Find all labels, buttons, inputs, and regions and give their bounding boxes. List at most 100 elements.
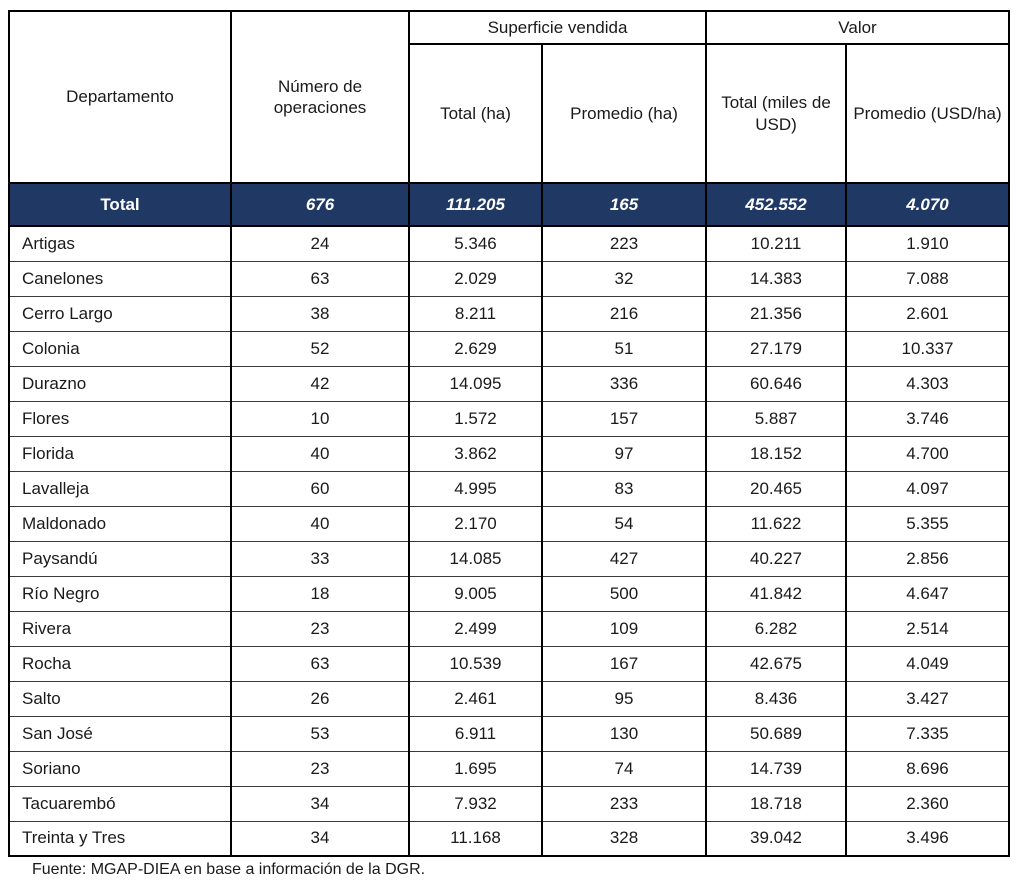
value-cell: 7.088	[845, 260, 1010, 297]
total-valor-promedio: 4.070	[845, 182, 1010, 227]
value-cell: 38	[230, 295, 410, 332]
value-cell: 10.211	[705, 225, 847, 262]
value-cell: 8.436	[705, 680, 847, 717]
value-cell: 10	[230, 400, 410, 437]
group-header-superficie-vendida: Superficie vendida	[408, 10, 707, 45]
value-cell: 39.042	[705, 820, 847, 857]
value-cell: 53	[230, 715, 410, 752]
table-row: San José 53 6.911 130 50.689 7.335	[8, 715, 1010, 752]
col-header-departamento: Departamento	[8, 10, 232, 184]
department-cell: San José	[8, 715, 232, 752]
value-cell: 1.695	[408, 750, 543, 787]
col-header-superficie-total: Total (ha)	[408, 43, 543, 184]
department-cell: Río Negro	[8, 575, 232, 612]
value-cell: 216	[541, 295, 707, 332]
value-cell: 10.337	[845, 330, 1010, 367]
value-cell: 18.152	[705, 435, 847, 472]
department-cell: Salto	[8, 680, 232, 717]
value-cell: 2.029	[408, 260, 543, 297]
table-body: Artigas 24 5.346 223 10.211 1.910 Canelones 63 2…	[8, 225, 1010, 857]
department-cell: Colonia	[8, 330, 232, 367]
value-cell: 41.842	[705, 575, 847, 612]
value-cell: 7.932	[408, 785, 543, 822]
value-cell: 130	[541, 715, 707, 752]
value-cell: 4.049	[845, 645, 1010, 682]
value-cell: 4.303	[845, 365, 1010, 402]
value-cell: 97	[541, 435, 707, 472]
value-cell: 95	[541, 680, 707, 717]
table-row: Colonia 52 2.629 51 27.179 10.337	[8, 330, 1010, 367]
department-cell: Lavalleja	[8, 470, 232, 507]
total-valor-total: 452.552	[705, 182, 847, 227]
col-header-valor-promedio: Promedio (USD/ha)	[845, 43, 1010, 184]
value-cell: 40.227	[705, 540, 847, 577]
department-cell: Maldonado	[8, 505, 232, 542]
value-cell: 4.097	[845, 470, 1010, 507]
total-section: Total 676 111.205 165 452.552 4.070	[8, 182, 1010, 227]
total-superficie-promedio: 165	[541, 182, 707, 227]
value-cell: 336	[541, 365, 707, 402]
table-row: Florida 40 3.862 97 18.152 4.700	[8, 435, 1010, 472]
value-cell: 42.675	[705, 645, 847, 682]
total-superficie-total: 111.205	[408, 182, 543, 227]
value-cell: 2.499	[408, 610, 543, 647]
table-row: Maldonado 40 2.170 54 11.622 5.355	[8, 505, 1010, 542]
value-cell: 4.700	[845, 435, 1010, 472]
value-cell: 7.335	[845, 715, 1010, 752]
value-cell: 63	[230, 645, 410, 682]
value-cell: 4.647	[845, 575, 1010, 612]
value-cell: 167	[541, 645, 707, 682]
table-row: Treinta y Tres 34 11.168 328 39.042 3.496	[8, 820, 1010, 857]
value-cell: 2.856	[845, 540, 1010, 577]
col-header-operaciones: Número de operaciones	[230, 10, 410, 184]
table-row: Canelones 63 2.029 32 14.383 7.088	[8, 260, 1010, 297]
value-cell: 74	[541, 750, 707, 787]
value-cell: 42	[230, 365, 410, 402]
department-cell: Soriano	[8, 750, 232, 787]
value-cell: 8.211	[408, 295, 543, 332]
department-cell: Rocha	[8, 645, 232, 682]
value-cell: 54	[541, 505, 707, 542]
value-cell: 63	[230, 260, 410, 297]
header-group-row: Departamento Número de operaciones Super…	[8, 10, 1010, 184]
table-row: Cerro Largo 38 8.211 216 21.356 2.601	[8, 295, 1010, 332]
value-cell: 5.346	[408, 225, 543, 262]
table-row: Rivera 23 2.499 109 6.282 2.514	[8, 610, 1010, 647]
table-row: Artigas 24 5.346 223 10.211 1.910	[8, 225, 1010, 262]
table-row: Paysandú 33 14.085 427 40.227 2.856	[8, 540, 1010, 577]
department-cell: Canelones	[8, 260, 232, 297]
value-cell: 2.461	[408, 680, 543, 717]
department-cell: Tacuarembó	[8, 785, 232, 822]
header-sub-row: Total (ha) Promedio (ha) Total (miles de…	[9, 43, 1010, 184]
value-cell: 24	[230, 225, 410, 262]
table-row: Soriano 23 1.695 74 14.739 8.696	[8, 750, 1010, 787]
value-cell: 11.168	[408, 820, 543, 857]
value-cell: 500	[541, 575, 707, 612]
value-cell: 23	[230, 750, 410, 787]
value-cell: 6.911	[408, 715, 543, 752]
value-cell: 14.739	[705, 750, 847, 787]
table-row: Salto 26 2.461 95 8.436 3.427	[8, 680, 1010, 717]
value-cell: 109	[541, 610, 707, 647]
value-cell: 23	[230, 610, 410, 647]
value-cell: 14.383	[705, 260, 847, 297]
value-cell: 10.539	[408, 645, 543, 682]
value-cell: 14.085	[408, 540, 543, 577]
value-cell: 83	[541, 470, 707, 507]
group-header-valor: Valor	[705, 10, 1010, 45]
table-row: Tacuarembó 34 7.932 233 18.718 2.360	[8, 785, 1010, 822]
table-row: Río Negro 18 9.005 500 41.842 4.647	[8, 575, 1010, 612]
value-cell: 4.995	[408, 470, 543, 507]
value-cell: 50.689	[705, 715, 847, 752]
land-sales-table: Departamento Número de operaciones Super…	[8, 10, 1010, 857]
department-cell: Treinta y Tres	[8, 820, 232, 857]
department-cell: Rivera	[8, 610, 232, 647]
value-cell: 21.356	[705, 295, 847, 332]
value-cell: 2.629	[408, 330, 543, 367]
value-cell: 3.427	[845, 680, 1010, 717]
value-cell: 233	[541, 785, 707, 822]
value-cell: 20.465	[705, 470, 847, 507]
table-row: Durazno 42 14.095 336 60.646 4.303	[8, 365, 1010, 402]
value-cell: 2.514	[845, 610, 1010, 647]
